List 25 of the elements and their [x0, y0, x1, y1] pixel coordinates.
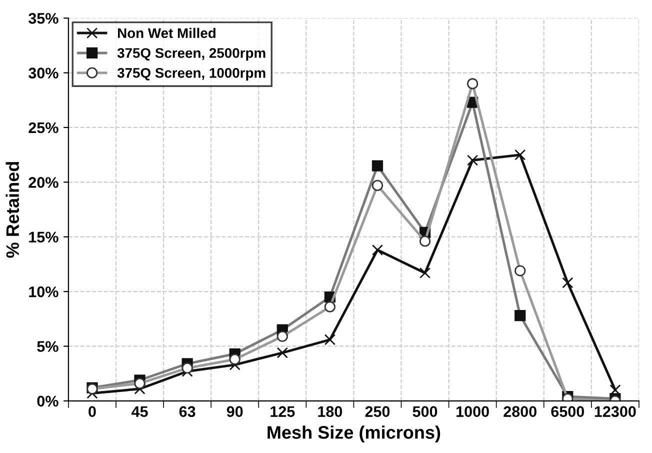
y-tick-label: 35%	[28, 12, 58, 24]
x-tick-label: 63	[179, 406, 196, 418]
y-axis-title: % Retained	[6, 162, 20, 258]
x-tick-label: 1000	[456, 406, 489, 417]
x-tick-label: 125	[270, 406, 295, 417]
y-tick-label: 25%	[28, 122, 58, 134]
y-tick-label: 30%	[28, 68, 58, 79]
x-tick-label: 45	[132, 406, 148, 417]
x-tick-label: 0	[88, 406, 96, 417]
y-tick-label: 15%	[29, 232, 58, 243]
y-tick-label: 20%	[28, 177, 58, 188]
x-tick-label: 12300	[594, 406, 636, 418]
x-tick-label: 500	[412, 406, 438, 417]
x-tick-label: 180	[318, 406, 342, 417]
x-tick-label: 2800	[504, 406, 536, 417]
y-tick-label: 0%	[37, 396, 58, 407]
legend-label: Non Wet Milled	[118, 28, 216, 38]
legend-label: 375Q Screen, 1000rpm	[117, 68, 266, 81]
x-tick-label: 90	[226, 406, 243, 417]
x-axis-title: Mesh Size (microns)	[268, 426, 440, 442]
x-tick-label: 250	[365, 406, 390, 417]
y-tick-label: 10%	[29, 286, 58, 298]
y-tick-label: 5%	[37, 341, 58, 352]
x-tick-label: 6500	[551, 406, 584, 417]
legend-label: 375Q Screen, 2500rpm	[117, 48, 266, 61]
